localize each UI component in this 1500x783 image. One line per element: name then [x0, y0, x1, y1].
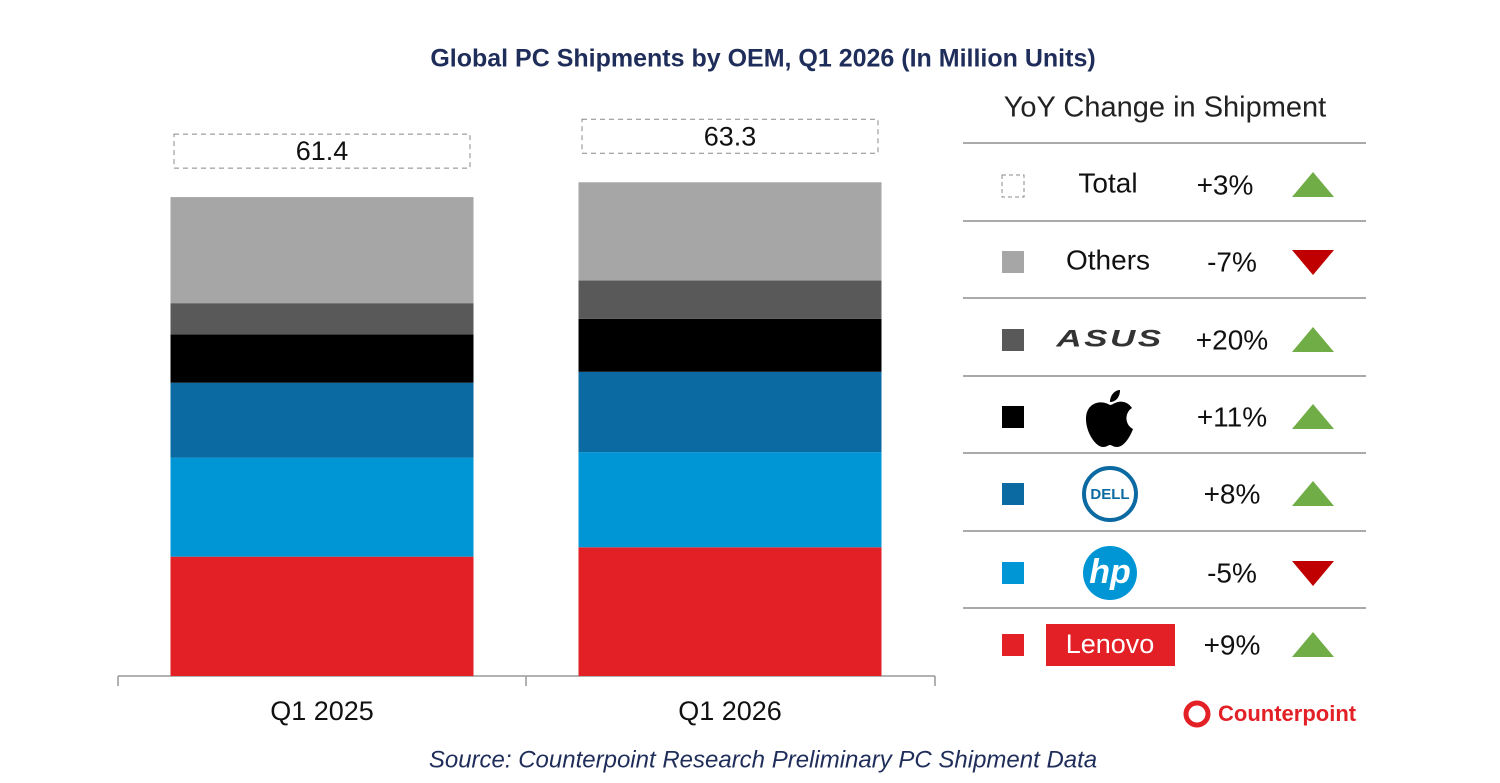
yoy-change: -7%: [1207, 246, 1257, 277]
chart-title: Global PC Shipments by OEM, Q1 2026 (In …: [430, 45, 1095, 73]
legend-label: hp: [1089, 553, 1131, 591]
up-arrow: [1292, 172, 1334, 197]
legend-label: ASUS: [1055, 326, 1163, 352]
up-arrow: [1292, 632, 1334, 657]
up-arrow: [1292, 404, 1334, 429]
legend-swatch: [1002, 329, 1024, 351]
total-label: 63.3: [704, 121, 757, 151]
bar-segment: [578, 371, 882, 453]
yoy-change: +3%: [1197, 169, 1254, 200]
bar-segment: [170, 197, 474, 304]
bar-segment: [578, 318, 882, 372]
bar-segment: [170, 556, 474, 676]
legend-swatch: [1002, 251, 1024, 273]
x-tick-label: Q1 2025: [270, 696, 374, 726]
source: Source: Counterpoint Research Preliminar…: [429, 746, 1097, 773]
table-title: YoY Change in Shipment: [1004, 92, 1326, 124]
legend-label: Total: [1078, 167, 1137, 198]
logo-box: [1046, 624, 1175, 666]
legend-label: DELL: [1090, 486, 1129, 503]
total-label: 61.4: [296, 136, 349, 166]
legend-swatch: [1002, 562, 1024, 584]
bar-segment: [578, 280, 882, 319]
total-box: [173, 133, 471, 169]
legend-swatch: [1002, 483, 1024, 505]
bar-segment: [170, 457, 474, 557]
legend-swatch: [1001, 174, 1025, 198]
bar-segment: [578, 547, 882, 676]
logo-ring: [1082, 466, 1138, 522]
down-arrow: [1292, 561, 1334, 586]
legend-label: Others: [1066, 244, 1150, 275]
yoy-change: +8%: [1204, 478, 1261, 509]
bar-segment: [578, 452, 882, 548]
yoy-change: -5%: [1207, 557, 1257, 588]
yoy-change: +9%: [1204, 629, 1261, 660]
brand-icon: [1183, 700, 1211, 728]
legend-label: Lenovo: [1066, 629, 1155, 659]
total-box: [581, 118, 879, 154]
up-arrow: [1292, 481, 1334, 506]
bar-segment: [170, 382, 474, 458]
brand-logo: Counterpoint: [1183, 700, 1357, 728]
yoy-change: +11%: [1197, 401, 1267, 432]
bar-segment: [170, 334, 474, 383]
bar-segment: [578, 182, 882, 281]
legend-swatch: [1002, 634, 1024, 656]
apple-icon: [1086, 390, 1133, 447]
x-tick-label: Q1 2026: [678, 696, 782, 726]
up-arrow: [1292, 327, 1334, 352]
yoy-change: +20%: [1196, 324, 1268, 355]
logo-ring: [1083, 546, 1137, 600]
legend-swatch: [1002, 406, 1024, 428]
bar-segment: [170, 303, 474, 335]
down-arrow: [1292, 250, 1334, 275]
brand-name: Counterpoint: [1218, 701, 1357, 726]
